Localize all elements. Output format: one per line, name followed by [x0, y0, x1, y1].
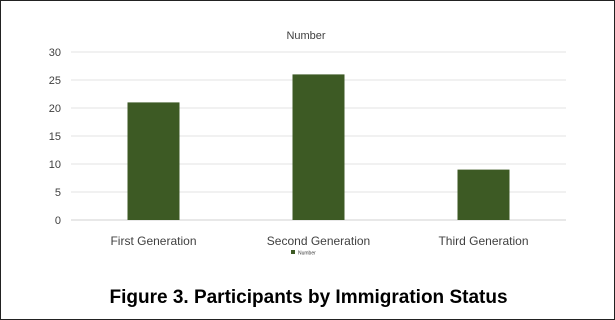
bars — [127, 74, 510, 221]
y-tick-label: 30 — [49, 47, 61, 59]
legend-swatch — [291, 250, 295, 254]
bar — [292, 74, 345, 221]
legend: Number — [291, 250, 316, 257]
bar — [127, 102, 180, 220]
y-tick-label: 0 — [55, 215, 61, 227]
x-axis-labels: First Generation Second Generation Third G… — [110, 234, 528, 248]
y-tick-label: 10 — [49, 159, 61, 171]
x-tick-label: Second Generation — [267, 234, 370, 248]
x-tick-label: First Generation — [110, 234, 196, 248]
y-tick-label: 15 — [49, 131, 61, 143]
y-tick-label: 25 — [49, 75, 61, 87]
y-tick-label: 5 — [55, 187, 61, 199]
y-tick-label: 20 — [49, 103, 61, 115]
chart-title: Number — [286, 30, 325, 42]
bar-chart: 0 5 10 15 20 25 30 First Generation Second Gene… — [49, 30, 566, 257]
x-tick-label: Third Generation — [438, 234, 528, 248]
bar — [457, 169, 510, 220]
y-axis-ticks: 0 5 10 15 20 25 30 — [49, 47, 61, 227]
figure-caption: Figure 3. Participants by Immigration St… — [109, 287, 508, 308]
legend-label: Number — [298, 251, 316, 257]
